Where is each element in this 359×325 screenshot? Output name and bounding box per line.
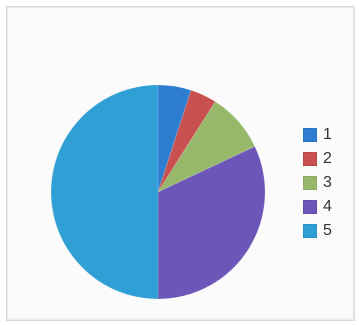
legend-item-1: 1 (303, 124, 351, 146)
legend-swatch-2 (303, 152, 317, 166)
legend-swatch-1 (303, 128, 317, 142)
pie-slice-1 (157, 84, 192, 193)
legend-item-5: 5 (303, 220, 351, 242)
pie-slices (50, 84, 266, 300)
legend-label-1: 1 (323, 126, 332, 143)
pie-slice-2 (157, 89, 217, 193)
pie-slice-3 (156, 100, 256, 194)
legend-item-3: 3 (303, 172, 351, 194)
legend-item-4: 4 (303, 196, 351, 218)
legend-swatch-4 (303, 200, 317, 214)
pie-slice-5 (50, 84, 159, 300)
pie-slice-4 (157, 145, 266, 300)
legend-item-2: 2 (303, 148, 351, 170)
legend-label-5: 5 (323, 222, 332, 239)
legend-label-4: 4 (323, 198, 332, 215)
legend-label-2: 2 (323, 150, 332, 167)
legend-swatch-5 (303, 224, 317, 238)
legend-swatch-3 (303, 176, 317, 190)
legend-label-3: 3 (323, 174, 332, 191)
chart-legend: 1 2 3 4 5 (303, 124, 351, 244)
